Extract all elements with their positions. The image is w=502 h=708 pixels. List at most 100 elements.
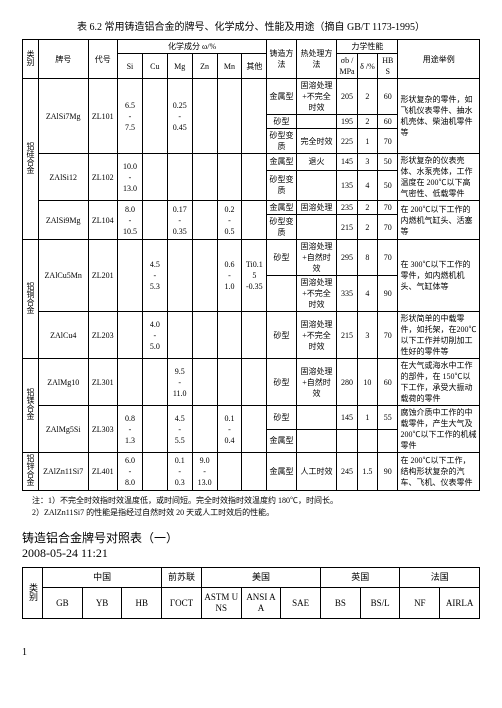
d-cell [357,429,377,453]
mg-cell: 9.5 - 11.0 [167,359,192,406]
table-row: ZAlMg5SiZL3030.8 - 1.34.5 - 5.50.1 - 0.4… [23,406,480,430]
table-row: 铝硅合金ZAlSi7MgZL1016.5 - 7.50.25 - 0.45金属型… [23,79,480,115]
heat-cell: 固溶处理+自然时效 [296,240,337,276]
hbs-cell: 70 [378,129,398,154]
code-cell: ZL303 [88,406,117,453]
si-cell: 6.5 - 7.5 [118,79,143,154]
d-cell: 2 [357,201,377,215]
sb-cell: 205 [337,79,357,115]
method-cell: 砂型 [267,406,296,430]
sb-cell: 135 [337,170,357,200]
hdr-mg: Mg [167,54,192,79]
code-cell: ZL101 [88,79,117,154]
method-cell: 砂型变质 [267,129,296,154]
hbs-cell: 50 [378,170,398,200]
zn-cell [192,406,217,453]
code-cell: ZL301 [88,359,117,406]
si-cell [118,240,143,312]
d-cell: 4 [357,170,377,200]
use-cell: 在大气或海水中工作的部件，在 150℃以下工作，承受大振动载荷的零件 [398,359,480,406]
d-cell: 10 [357,359,377,406]
d-cell: 1.5 [357,453,377,491]
hbs-cell: 70 [378,240,398,276]
other-cell [242,453,267,491]
heat-cell [296,115,337,129]
heat-cell: 人工时效 [296,453,337,491]
table-row: ZAlSi9MgZL1048.0 - 10.50.17 - 0.350.2 - … [23,201,480,215]
t2-usa: 美国 [201,568,320,588]
cu-cell [142,406,167,453]
method-cell: 砂型 [267,115,296,129]
mg-cell [167,154,192,201]
hbs-cell: 70 [378,312,398,359]
t2-hb: HB [122,588,162,619]
hbs-cell: 55 [378,406,398,430]
hdr-zn: Zn [192,54,217,79]
mn-cell [217,359,242,406]
sb-cell: 145 [337,406,357,430]
grade-cell: ZAlMg5Si [38,406,88,453]
use-cell: 在 300℃以下工作的零件，如内燃机机头、气缸体等 [398,240,480,312]
method-cell: 砂型变质 [267,215,296,240]
sb-cell: 295 [337,240,357,276]
mn-cell [217,453,242,491]
hdr-heat: 热处理方法 [296,40,337,79]
t2-ansi: ANSI AA [241,588,281,619]
hdr-cast: 铸造方法 [267,40,296,79]
zn-cell [192,79,217,154]
t2-airla: AIRLA [440,588,480,619]
grade-cell: ZAlMg10 [38,359,88,406]
method-cell: 金属型 [267,429,296,453]
table-row: ZAlSi12ZL10210.0 - 13.0金属型退火145350形状复杂的仪… [23,154,480,171]
method-cell: 砂型 [267,359,296,406]
note-1: 注：1）不完全时效指时效温度低，或时间短。完全时效指时效温度约 180℃，时间长… [32,495,480,507]
method-cell: 砂型变质 [267,170,296,200]
heat-cell: 固溶处理+不完全时效 [296,276,337,312]
t2-cat: 类别 [23,568,43,619]
other-cell [242,359,267,406]
grade-cell: ZAlSi12 [38,154,88,201]
category-cell: 铝铜合金 [23,240,39,359]
si-cell [118,359,143,406]
code-cell: ZL104 [88,201,117,240]
sb-cell: 335 [337,276,357,312]
grade-cell: ZAlSi9Mg [38,201,88,240]
t2-gb: GB [43,588,83,619]
mn-cell [217,312,242,359]
hbs-cell: 90 [378,453,398,491]
hdr-d: δ /% [357,54,377,79]
code-cell: ZL102 [88,154,117,201]
grade-cell: ZAlCu5Mn [38,240,88,312]
d-cell: 3 [357,312,377,359]
code-cell: ZL203 [88,312,117,359]
heat-cell: 固溶处理+自然时效 [296,359,337,406]
hbs-cell: 60 [378,79,398,115]
t2-bsl: BS/L [360,588,400,619]
hbs-cell [378,429,398,453]
d-cell: 4 [357,276,377,312]
use-cell: 在 200℃以下工作，结构形状复杂的汽车、飞机、仪表零件 [398,453,480,491]
sb-cell: 235 [337,201,357,215]
hbs-cell: 70 [378,215,398,240]
sb-cell: 245 [337,453,357,491]
hdr-sb: σb /MPa [337,54,357,79]
use-cell: 形状复杂的仪表壳体、水泵壳体，工作温度在 200℃以下高气密性、低载零件 [398,154,480,201]
grade-cell: ZAlSi7Mg [38,79,88,154]
mg-cell: 0.17 - 0.35 [167,201,192,240]
other-cell [242,79,267,154]
use-cell: 形状复杂的零件，如飞机仪表零件、抽水机壳体、柴油机零件等 [398,79,480,154]
mg-cell: 0.1 - 0.3 [167,453,192,491]
heat-cell [296,406,337,430]
hbs-cell: 60 [378,115,398,129]
d-cell: 2 [357,79,377,115]
hbs-cell: 50 [378,154,398,171]
use-cell: 形状简单的中载零件，如托架，在200℃以下工作并切削加工性好的零件等 [398,312,480,359]
t2-yb: YB [82,588,122,619]
grade-cell: ZAlZn11Si7 [38,453,88,491]
heat-cell: 固溶处理 [296,201,337,215]
method-cell: 砂型 [267,240,296,276]
page-number: 1 [22,647,480,658]
date-text: 2008-05-24 11:21 [22,546,480,561]
zn-cell [192,201,217,240]
heat-cell [296,215,337,240]
